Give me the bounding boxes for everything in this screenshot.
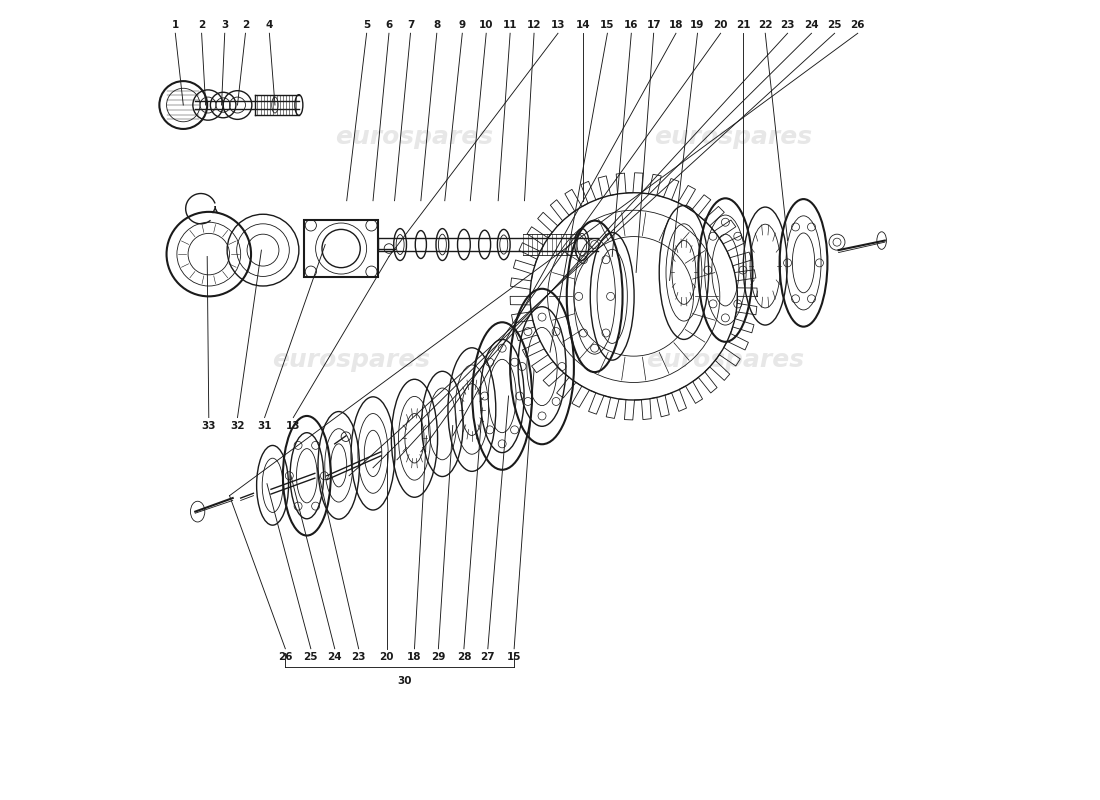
Text: 4: 4 — [266, 20, 273, 30]
Text: 24: 24 — [804, 20, 818, 30]
Text: 29: 29 — [431, 652, 446, 662]
Text: 12: 12 — [527, 20, 541, 30]
Text: 28: 28 — [456, 652, 471, 662]
Text: 19: 19 — [691, 20, 705, 30]
Text: 2: 2 — [198, 20, 206, 30]
Text: 6: 6 — [385, 20, 393, 30]
Text: 15: 15 — [601, 20, 615, 30]
Text: 33: 33 — [201, 421, 216, 430]
Text: 23: 23 — [780, 20, 795, 30]
Text: 10: 10 — [478, 20, 494, 30]
Text: 20: 20 — [379, 652, 394, 662]
Text: 16: 16 — [624, 20, 639, 30]
Text: 23: 23 — [351, 652, 366, 662]
Text: 8: 8 — [433, 20, 440, 30]
Text: 30: 30 — [398, 676, 412, 686]
Text: eurospares: eurospares — [654, 125, 813, 149]
Text: 25: 25 — [304, 652, 318, 662]
Text: 26: 26 — [850, 20, 865, 30]
Bar — [305, 220, 377, 278]
Text: 13: 13 — [551, 20, 565, 30]
Text: eurospares: eurospares — [647, 348, 804, 372]
Text: 5: 5 — [363, 20, 371, 30]
Text: eurospares: eurospares — [336, 125, 494, 149]
Text: 31: 31 — [257, 421, 272, 430]
Text: 17: 17 — [647, 20, 661, 30]
Text: 21: 21 — [736, 20, 750, 30]
Text: 3: 3 — [221, 20, 229, 30]
Text: 32: 32 — [230, 421, 244, 430]
Text: 13: 13 — [286, 421, 300, 430]
Text: 9: 9 — [459, 20, 466, 30]
Text: 7: 7 — [407, 20, 415, 30]
Text: 20: 20 — [714, 20, 728, 30]
Text: 27: 27 — [481, 652, 495, 662]
Text: 11: 11 — [503, 20, 517, 30]
Text: 15: 15 — [507, 652, 521, 662]
Text: 1: 1 — [172, 20, 179, 30]
Text: 14: 14 — [576, 20, 591, 30]
Text: 25: 25 — [827, 20, 842, 30]
Text: 18: 18 — [669, 20, 683, 30]
Text: 2: 2 — [242, 20, 249, 30]
Text: eurospares: eurospares — [272, 348, 430, 372]
Text: 24: 24 — [328, 652, 342, 662]
Text: 22: 22 — [758, 20, 772, 30]
Text: 18: 18 — [407, 652, 421, 662]
Text: 26: 26 — [278, 652, 293, 662]
